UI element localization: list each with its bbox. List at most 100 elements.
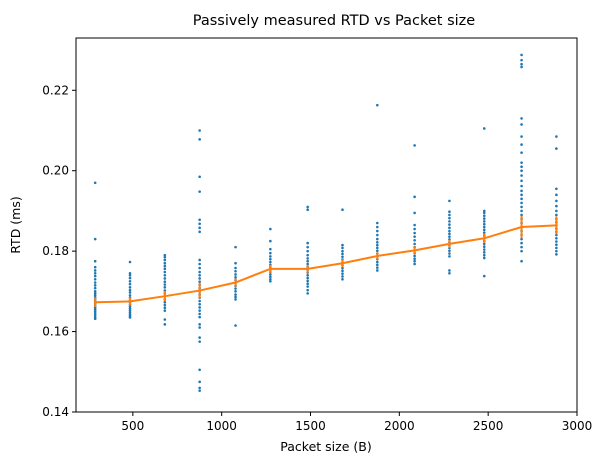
y-tick-label: 0.18 xyxy=(42,244,69,258)
scatter-point xyxy=(128,311,132,314)
scatter-point xyxy=(93,312,97,315)
scatter-point xyxy=(163,323,167,326)
scatter-point xyxy=(555,253,558,256)
scatter-point xyxy=(520,174,523,177)
scatter-point xyxy=(163,286,167,289)
scatter-point xyxy=(341,266,344,270)
scatter-point xyxy=(128,294,132,297)
scatter-point xyxy=(198,218,201,222)
scatter-point xyxy=(163,280,167,284)
scatter-point xyxy=(413,235,416,238)
scatter-point xyxy=(128,316,132,319)
scatter-point xyxy=(163,258,167,262)
scatter-layer xyxy=(93,53,558,392)
scatter-point xyxy=(448,216,451,220)
y-axis: 0.14 0.16 0.18 0.20 0.22 xyxy=(42,83,76,419)
scatter-point xyxy=(163,255,167,259)
scatter-point xyxy=(234,295,237,299)
scatter-point xyxy=(520,189,523,193)
scatter-point xyxy=(448,271,451,275)
scatter-point xyxy=(520,179,523,183)
scatter-point xyxy=(520,213,523,217)
scatter-point xyxy=(413,262,416,266)
scatter-point xyxy=(198,306,201,309)
scatter-point xyxy=(93,294,97,297)
scatter-point xyxy=(413,231,416,235)
scatter-point xyxy=(198,312,201,316)
scatter-point xyxy=(198,190,201,193)
scatter-point xyxy=(198,323,201,326)
scatter-point xyxy=(413,144,416,147)
scatter-point xyxy=(234,324,237,327)
scatter-point xyxy=(163,267,167,271)
scatter-point xyxy=(128,280,132,283)
scatter-point xyxy=(482,225,486,229)
scatter-point xyxy=(413,211,416,215)
scatter-point xyxy=(198,262,201,266)
scatter-point xyxy=(163,306,167,310)
scatter-point xyxy=(163,270,167,274)
scatter-point xyxy=(306,245,309,249)
scatter-point xyxy=(128,276,132,280)
scatter-point xyxy=(376,221,379,225)
scatter-point xyxy=(448,249,451,253)
scatter-point xyxy=(306,276,309,280)
y-tick-label: 0.20 xyxy=(42,164,69,178)
scatter-point xyxy=(306,282,309,286)
scatter-point xyxy=(448,252,451,255)
scatter-point xyxy=(555,233,558,237)
scatter-point xyxy=(376,260,379,264)
scatter-point xyxy=(555,213,558,217)
scatter-point xyxy=(234,273,237,276)
scatter-point xyxy=(555,147,558,150)
x-axis-label: Packet size (B) xyxy=(280,439,371,454)
scatter-point xyxy=(163,303,167,307)
scatter-point xyxy=(269,257,272,261)
scatter-point xyxy=(482,127,486,130)
scatter-point xyxy=(269,280,272,283)
scatter-point xyxy=(482,209,486,213)
scatter-point xyxy=(93,259,97,263)
y-tick-label: 0.16 xyxy=(42,325,69,339)
scatter-point xyxy=(198,309,201,312)
scatter-point xyxy=(198,340,201,343)
scatter-point xyxy=(448,213,451,217)
scatter-point xyxy=(448,269,451,272)
scatter-point xyxy=(306,279,309,283)
scatter-point xyxy=(376,240,379,244)
scatter-point xyxy=(93,277,97,281)
scatter-point xyxy=(306,253,309,257)
scatter-point xyxy=(93,237,97,241)
scatter-point xyxy=(198,336,201,339)
scatter-point xyxy=(198,129,201,132)
scatter-point xyxy=(376,225,379,229)
scatter-point xyxy=(306,259,309,263)
scatter-point xyxy=(448,232,451,236)
scatter-point xyxy=(198,315,201,319)
scatter-point xyxy=(198,299,201,303)
scatter-point xyxy=(198,277,201,280)
scatter-point xyxy=(198,302,201,306)
scatter-point xyxy=(198,258,201,262)
scatter-point xyxy=(413,254,416,258)
scatter-point xyxy=(306,205,309,209)
scatter-point xyxy=(128,288,132,292)
scatter-point xyxy=(128,291,132,294)
scatter-point xyxy=(520,169,523,173)
scatter-point xyxy=(341,277,344,281)
scatter-point xyxy=(376,243,379,247)
scatter-point xyxy=(128,260,132,264)
scatter-point xyxy=(198,270,201,274)
scatter-point xyxy=(341,249,344,253)
scatter-point xyxy=(234,293,237,296)
scatter-point xyxy=(128,309,132,312)
scatter-point xyxy=(376,249,379,253)
scatter-point xyxy=(376,246,379,250)
scatter-point xyxy=(198,389,201,392)
scatter-point xyxy=(341,272,344,275)
scatter-point xyxy=(234,287,237,290)
x-tick-label: 1500 xyxy=(295,419,326,433)
scatter-point xyxy=(93,281,97,284)
scatter-point xyxy=(341,269,344,273)
scatter-point xyxy=(555,249,558,253)
